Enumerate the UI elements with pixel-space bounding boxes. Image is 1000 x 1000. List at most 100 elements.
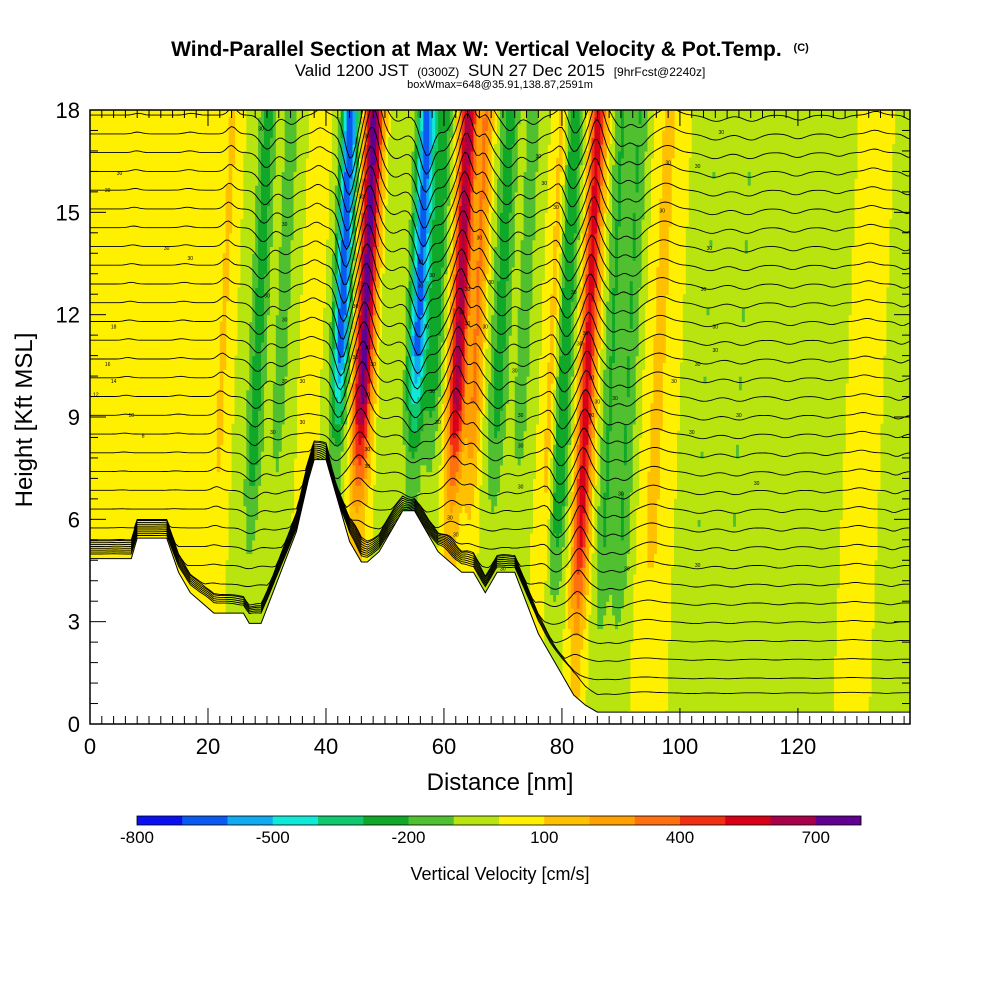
velocity-cell [275, 464, 280, 473]
velocity-cell [352, 212, 357, 220]
velocity-cell [603, 164, 607, 172]
velocity-cell [458, 253, 466, 261]
velocity-cell [246, 546, 253, 555]
velocity-cell [449, 478, 457, 486]
velocity-cell [482, 260, 486, 268]
velocity-cell [382, 178, 386, 186]
velocity-cell [603, 396, 610, 404]
velocity-cell [579, 348, 584, 357]
velocity-cell [373, 232, 377, 241]
velocity-cell [482, 239, 486, 248]
velocity-cell [558, 287, 563, 295]
velocity-cell [272, 417, 286, 425]
y-tick-label: 9 [68, 405, 80, 430]
velocity-cell [600, 246, 604, 254]
velocity-cell [373, 246, 377, 254]
velocity-cell [582, 423, 590, 432]
velocity-cell [573, 273, 578, 282]
velocity-cell [573, 444, 578, 452]
velocity-cell [361, 314, 365, 323]
velocity-cell [567, 369, 575, 377]
velocity-cell [576, 444, 581, 452]
velocity-cell [473, 171, 478, 179]
velocity-cell [269, 260, 280, 268]
velocity-cell [361, 171, 365, 179]
velocity-cell [597, 232, 601, 241]
velocity-cell [243, 205, 256, 213]
velocity-cell [647, 116, 654, 125]
velocity-cell [606, 239, 610, 248]
velocity-cell [582, 601, 587, 609]
velocity-cell [585, 546, 590, 555]
velocity-cell [470, 116, 475, 125]
velocity-cell [497, 198, 504, 207]
velocity-cell [550, 573, 563, 582]
velocity-cell [446, 451, 451, 459]
velocity-cell [275, 123, 286, 132]
velocity-cell [556, 417, 560, 425]
velocity-cell [443, 246, 448, 254]
velocity-cell [414, 451, 436, 459]
velocity-cell [352, 287, 357, 295]
velocity-cell [544, 478, 548, 486]
velocity-cell [361, 123, 365, 132]
velocity-cell [567, 423, 572, 432]
velocity-cell [334, 294, 339, 302]
velocity-cell [432, 219, 445, 227]
velocity-cell [473, 150, 478, 159]
velocity-cell [609, 594, 613, 602]
velocity-cell [476, 301, 480, 309]
velocity-cell [373, 273, 377, 282]
velocity-cell [382, 307, 407, 316]
velocity-cell [222, 307, 227, 316]
velocity-cell [635, 178, 640, 186]
velocity-cell [647, 546, 657, 555]
velocity-cell [573, 546, 578, 555]
velocity-cell [892, 164, 910, 172]
velocity-cell [411, 335, 416, 343]
velocity-cell [408, 273, 413, 282]
theta-contour-label: 30 [300, 379, 306, 385]
velocity-cell [594, 492, 601, 500]
velocity-cell [370, 410, 374, 418]
velocity-cell [358, 376, 362, 384]
velocity-cell [228, 144, 236, 152]
velocity-cell [373, 212, 377, 220]
velocity-cell [367, 335, 371, 343]
velocity-cell [576, 539, 581, 548]
velocity-cell [275, 116, 286, 125]
velocity-cell [579, 519, 584, 527]
velocity-cell [349, 451, 354, 459]
velocity-cell [446, 341, 451, 350]
chart-subtitle-b: SUN 27 Dec 2015 [468, 61, 605, 80]
velocity-cell [476, 417, 480, 425]
velocity-cell [579, 328, 584, 336]
velocity-cell [606, 532, 622, 541]
velocity-cell [508, 246, 516, 254]
velocity-cell [609, 205, 613, 213]
theta-contour-label: 30 [453, 532, 459, 538]
velocity-cell [337, 376, 342, 384]
velocity-cell [603, 519, 607, 527]
velocity-cell [591, 430, 595, 439]
velocity-cell [576, 512, 581, 520]
velocity-cell [296, 116, 309, 125]
velocity-cell [432, 191, 436, 200]
velocity-cell [284, 130, 298, 138]
velocity-cell [261, 144, 271, 152]
velocity-cell [517, 341, 531, 350]
velocity-cell [417, 273, 424, 282]
chart-subtitle-a-small: (0300Z) [417, 65, 459, 79]
velocity-cell [352, 355, 357, 364]
velocity-cell [500, 150, 504, 159]
velocity-cell [382, 328, 407, 336]
velocity-cell [446, 423, 451, 432]
velocity-cell [364, 423, 368, 432]
velocity-cell [272, 116, 277, 125]
velocity-cell [455, 205, 460, 213]
velocity-cell [272, 232, 283, 241]
velocity-cell [517, 144, 528, 152]
velocity-cell [266, 328, 277, 336]
velocity-cell [346, 130, 354, 138]
velocity-cell [482, 301, 486, 309]
